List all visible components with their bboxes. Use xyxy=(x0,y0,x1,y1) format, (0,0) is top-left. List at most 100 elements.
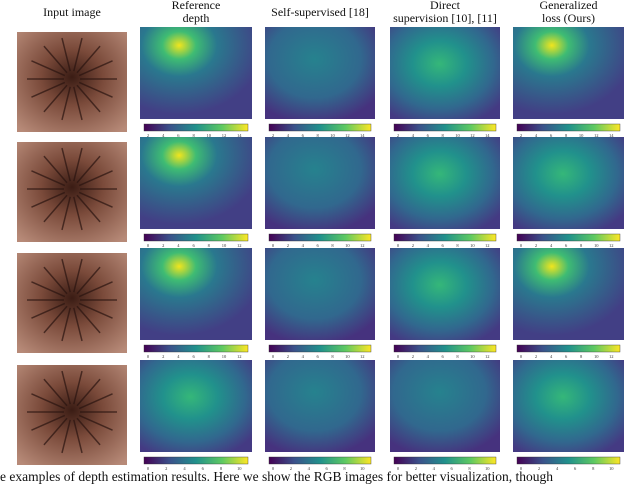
tissue-fold xyxy=(43,378,68,407)
tissue-fold xyxy=(61,196,71,231)
colorbar-tick-label: 2 xyxy=(520,133,522,138)
tissue-fold xyxy=(43,417,68,446)
input-image xyxy=(17,253,127,353)
colorbar-tick-label: 4 xyxy=(183,466,186,471)
depth-map xyxy=(390,27,500,119)
colorbar xyxy=(516,123,621,132)
colorbar-tick-label: 10 xyxy=(222,243,227,248)
colorbar xyxy=(143,123,249,132)
colorbar-tick-label: 8 xyxy=(592,466,595,471)
colorbar-tick-label: 0 xyxy=(397,354,400,359)
colorbar-tick-label: 2 xyxy=(162,243,164,248)
column-header: loss (Ours) xyxy=(542,11,595,25)
colorbar-tick-label: 8 xyxy=(331,354,334,359)
colorbar-tick-label: 4 xyxy=(308,466,311,471)
colorbar xyxy=(393,233,497,242)
input-image xyxy=(17,142,127,242)
colorbar-tick-label: 12 xyxy=(360,243,365,248)
caption: e examples of depth estimation results. … xyxy=(0,469,553,484)
colorbar-tick-label: 10 xyxy=(594,354,599,359)
colorbar-tick-label: 4 xyxy=(427,243,430,248)
depth-map xyxy=(265,27,375,119)
colorbar-tick-label: 0 xyxy=(147,466,150,471)
colorbar-tick-label: 8 xyxy=(208,354,211,359)
input-image xyxy=(17,32,127,132)
colorbar-tick-label: 2 xyxy=(272,133,274,138)
colorbar xyxy=(393,123,497,132)
colorbar-tick-label: 10 xyxy=(222,354,227,359)
colorbar-tick-label: 8 xyxy=(580,354,583,359)
colorbar-tick-label: 8 xyxy=(565,133,568,138)
colorbar-tick-label: 12 xyxy=(594,133,599,138)
colorbar-tick-label: 4 xyxy=(287,133,290,138)
colorbar-tick-label: 2 xyxy=(535,354,537,359)
colorbar-tick-label: 2 xyxy=(290,466,292,471)
colorbar-tick-label: 10 xyxy=(485,466,490,471)
colorbar-tick-label: 6 xyxy=(550,133,553,138)
tissue-fold xyxy=(31,60,66,77)
tissue-fold xyxy=(31,281,66,298)
colorbar-tick-label: 6 xyxy=(574,466,577,471)
depth-map xyxy=(390,137,500,229)
colorbar-tick-label: 10 xyxy=(594,243,599,248)
colorbar-tick-label: 2 xyxy=(287,243,289,248)
depth-map xyxy=(140,248,252,340)
colorbar-tick-label: 12 xyxy=(237,243,242,248)
colorbar-tick-label: 2 xyxy=(397,133,399,138)
tissue-fold xyxy=(78,414,113,431)
colorbar-tick-label: 0 xyxy=(520,243,523,248)
colorbar-tick-label: 0 xyxy=(147,354,150,359)
colorbar xyxy=(268,233,372,242)
colorbar-tick-label: 6 xyxy=(192,243,195,248)
colorbar-tick-label: 6 xyxy=(565,354,568,359)
depth-map xyxy=(140,137,252,229)
colorbar-tick-label: 12 xyxy=(237,354,242,359)
colorbar-tick-label: 12 xyxy=(222,133,227,138)
tissue-fold xyxy=(78,302,113,319)
colorbar-tick-label: 4 xyxy=(427,354,430,359)
colorbar-tick-label: 4 xyxy=(556,466,559,471)
column-header: Reference xyxy=(172,0,221,12)
tissue-fold xyxy=(76,266,101,295)
tissue-fold xyxy=(73,196,83,231)
colorbar-tick-label: 8 xyxy=(208,243,211,248)
colorbar-tick-label: 2 xyxy=(147,133,149,138)
colorbar-tick-label: 10 xyxy=(345,243,350,248)
colorbar-tick-label: 4 xyxy=(177,243,180,248)
colorbar-tick-label: 4 xyxy=(535,133,538,138)
colorbar-tick-label: 8 xyxy=(456,243,459,248)
tissue-fold xyxy=(43,305,68,334)
colorbar-tick-label: 10 xyxy=(470,354,475,359)
colorbar-tick-label: 4 xyxy=(550,354,553,359)
colorbar-tick-label: 8 xyxy=(192,133,195,138)
colorbar-tick-label: 4 xyxy=(302,354,305,359)
colorbar-tick-label: 12 xyxy=(360,354,365,359)
tissue-fold xyxy=(73,258,83,293)
tissue-fold xyxy=(31,81,66,98)
tissue-fold xyxy=(73,307,83,342)
colorbar xyxy=(268,123,372,132)
colorbar-tick-label: 8 xyxy=(220,466,223,471)
column-header: Direct xyxy=(430,0,461,12)
tissue-fold xyxy=(61,307,71,342)
colorbar-tick-label: 12 xyxy=(609,243,614,248)
colorbar-tick-label: 6 xyxy=(427,133,430,138)
colorbar-tick-label: 2 xyxy=(287,354,289,359)
colorbar xyxy=(143,344,249,353)
tissue-fold xyxy=(43,45,68,74)
colorbar-tick-label: 10 xyxy=(609,466,614,471)
colorbar-tick-label: 0 xyxy=(272,354,275,359)
colorbar-tick-label: 6 xyxy=(325,466,328,471)
colorbar-tick-label: 10 xyxy=(360,466,365,471)
colorbar-tick-label: 2 xyxy=(165,466,167,471)
depth-map xyxy=(265,248,375,340)
tissue-fold xyxy=(61,147,71,182)
tissue-fold xyxy=(78,81,113,98)
colorbar-tick-label: 4 xyxy=(177,354,180,359)
colorbar xyxy=(516,233,621,242)
tissue-fold xyxy=(43,84,68,113)
colorbar xyxy=(393,456,497,465)
colorbar-tick-label: 0 xyxy=(147,243,150,248)
colorbar-tick-label: 0 xyxy=(397,466,400,471)
colorbar-tick-label: 0 xyxy=(272,466,275,471)
